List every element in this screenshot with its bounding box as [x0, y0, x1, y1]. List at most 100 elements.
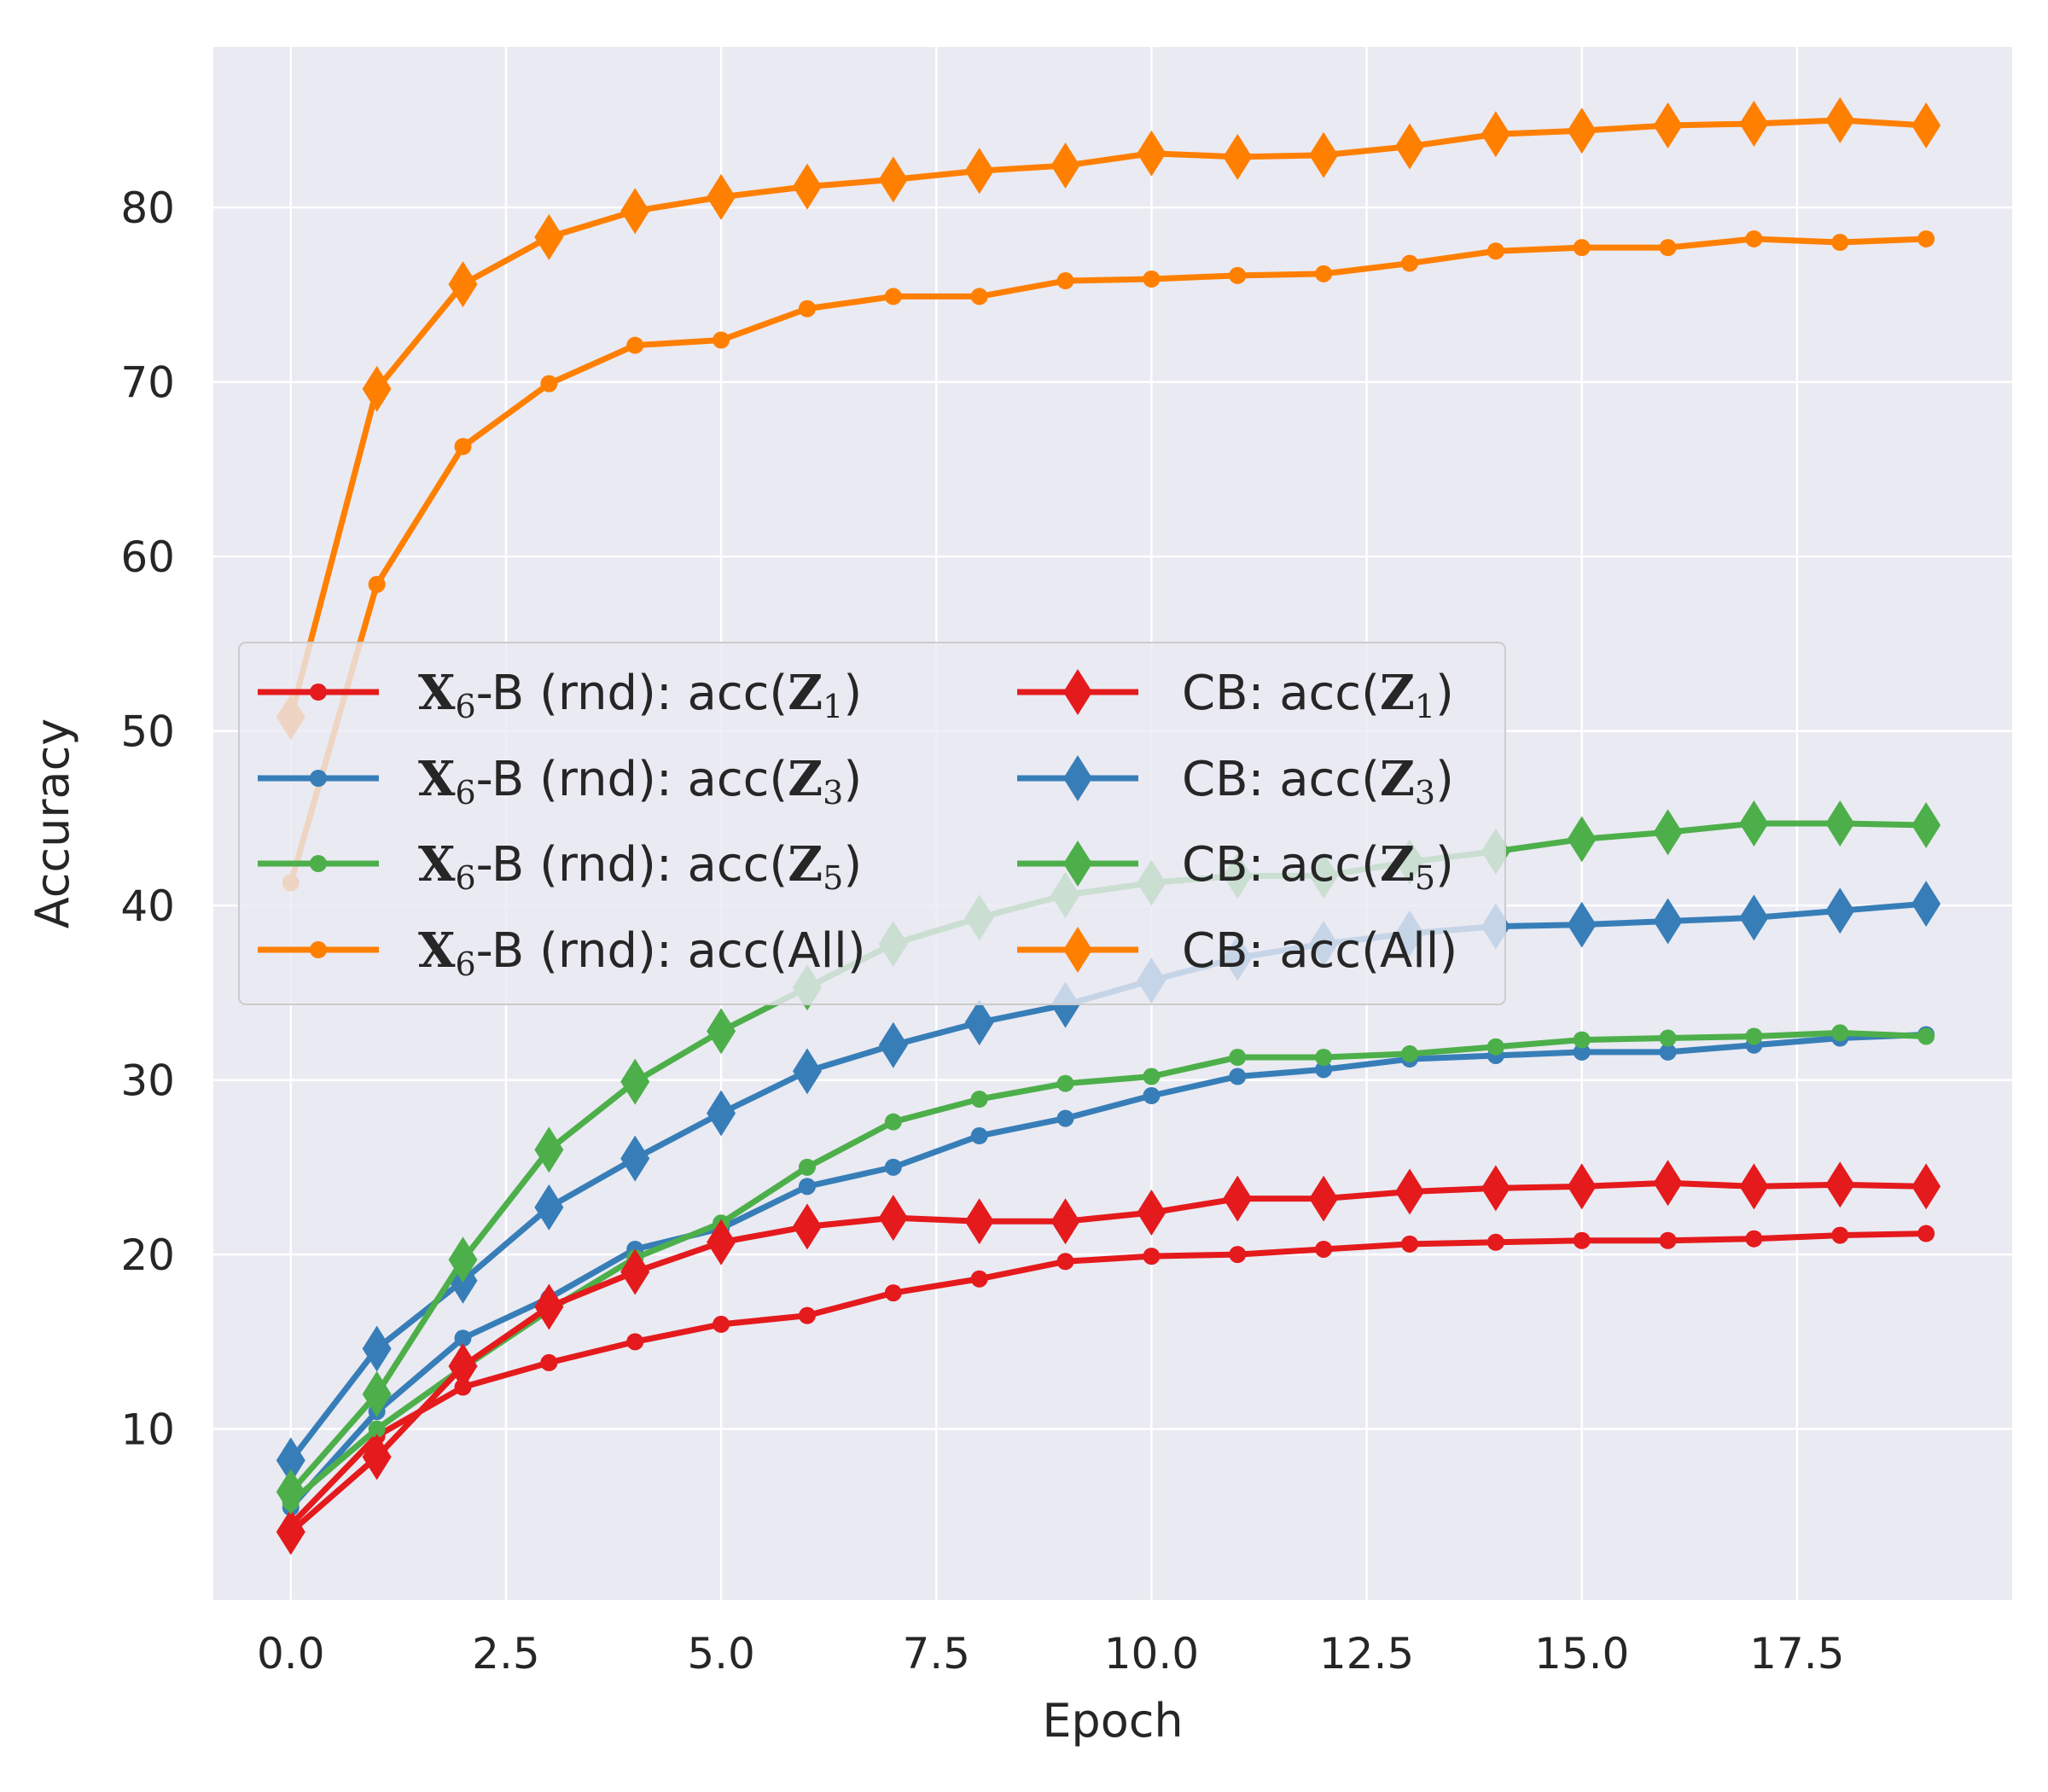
legend-label-part: Z	[1380, 751, 1415, 807]
data-point	[1229, 1068, 1247, 1085]
x-tick-label: 2.5	[472, 1629, 540, 1679]
data-point	[276, 1509, 305, 1556]
data-point	[1831, 234, 1849, 252]
data-point	[1831, 1226, 1849, 1244]
y-axis-label: Accuracy	[26, 719, 79, 929]
legend-label: X6-B (rnd): acc(All)	[418, 922, 866, 983]
data-point	[1487, 1038, 1504, 1056]
data-point	[878, 156, 908, 203]
data-point	[1400, 254, 1418, 272]
data-point	[1223, 133, 1253, 180]
data-point	[1745, 1027, 1763, 1045]
legend-marker	[1063, 755, 1092, 801]
y-tick-label: 70	[120, 358, 175, 408]
legend-label-part: Z	[1380, 836, 1415, 893]
data-point	[1229, 1246, 1247, 1264]
data-point	[798, 1158, 816, 1176]
data-point	[964, 148, 994, 195]
y-tick-label: 60	[120, 532, 175, 582]
data-point	[1745, 230, 1763, 247]
data-point	[970, 288, 988, 305]
data-point	[970, 1091, 988, 1108]
legend-label: CB: acc(Z1)	[1182, 665, 1454, 725]
data-point	[1394, 123, 1424, 170]
data-point	[713, 1315, 730, 1333]
data-point	[454, 1329, 472, 1347]
legend-marker	[1063, 841, 1092, 887]
data-point	[620, 1135, 650, 1182]
data-point	[1315, 1240, 1333, 1258]
data-point	[1739, 800, 1769, 847]
legend-label-part: X	[418, 751, 456, 807]
legend-label: CB: acc(All)	[1182, 923, 1457, 979]
legend-label-part: Z	[788, 751, 823, 807]
data-point	[276, 1437, 305, 1484]
data-point	[1309, 1175, 1339, 1222]
legend-box	[238, 642, 1506, 1005]
data-point	[884, 1284, 902, 1302]
series-line	[288, 1031, 1927, 1510]
data-point	[1400, 1044, 1418, 1062]
data-point	[707, 1219, 736, 1265]
data-point	[1917, 1225, 1935, 1242]
legend-label-part: 6	[455, 774, 475, 812]
data-point	[448, 1342, 478, 1389]
data-point	[362, 1325, 392, 1372]
data-point	[448, 1236, 478, 1283]
legend-label-part: 6	[455, 945, 475, 983]
data-point	[1745, 1230, 1763, 1248]
data-point	[792, 1203, 822, 1250]
data-point	[1394, 1168, 1424, 1215]
data-point	[1229, 1049, 1247, 1067]
legend-label-part: All)	[1380, 923, 1457, 979]
data-point	[534, 1184, 564, 1231]
x-tick-label: 5.0	[687, 1629, 755, 1679]
data-point	[620, 188, 650, 235]
data-point	[1825, 96, 1855, 143]
legend-item: X6-B (rnd): acc(Z1)	[258, 665, 862, 725]
data-point	[1653, 898, 1683, 945]
data-point	[1481, 1165, 1510, 1212]
legend-marker	[1063, 669, 1092, 715]
data-point	[1056, 272, 1074, 290]
data-point	[1567, 816, 1597, 863]
data-point	[1315, 265, 1333, 282]
data-point	[626, 1333, 644, 1351]
x-tick-labels: 0.0 2.5 5.0 7.5 10.0 12.5 15.0 17.5	[257, 1629, 1845, 1679]
data-point	[970, 1127, 988, 1145]
data-point	[368, 1420, 386, 1438]
data-point	[276, 1469, 305, 1516]
legend-label: X6-B (rnd): acc(Z5)	[418, 836, 862, 897]
data-point	[1911, 881, 1941, 928]
x-tick-label: 7.5	[902, 1629, 970, 1679]
data-point	[1056, 1253, 1074, 1271]
data-point	[1659, 1231, 1677, 1249]
data-point	[540, 375, 558, 393]
legend-label-part: X	[418, 665, 456, 721]
data-point	[1567, 108, 1597, 154]
data-point	[1050, 143, 1080, 189]
data-point	[1653, 809, 1683, 856]
data-point	[1917, 230, 1935, 247]
legend-label-part: CB: acc(	[1182, 923, 1380, 979]
legend-marker	[1063, 927, 1092, 973]
data-point	[884, 1113, 902, 1131]
data-point	[626, 336, 644, 354]
legend-label-part: Z	[788, 836, 823, 893]
data-point	[1481, 111, 1510, 158]
data-point	[454, 438, 472, 456]
data-point	[1917, 1027, 1935, 1045]
legend-label: CB: acc(Z5)	[1182, 836, 1454, 897]
data-point	[1143, 1087, 1161, 1105]
legend-label-part: 6	[455, 859, 475, 897]
legend-item: X6-B (rnd): acc(All)	[258, 922, 866, 983]
data-point	[1739, 100, 1769, 147]
series-line	[288, 1179, 1927, 1534]
data-point	[1223, 1175, 1253, 1222]
data-point	[1911, 102, 1941, 149]
data-point	[707, 1008, 736, 1055]
legend-label-part: )	[1435, 837, 1454, 893]
data-point	[540, 1353, 558, 1371]
legend-label: X6-B (rnd): acc(Z1)	[418, 665, 862, 725]
data-point	[1315, 1049, 1333, 1067]
